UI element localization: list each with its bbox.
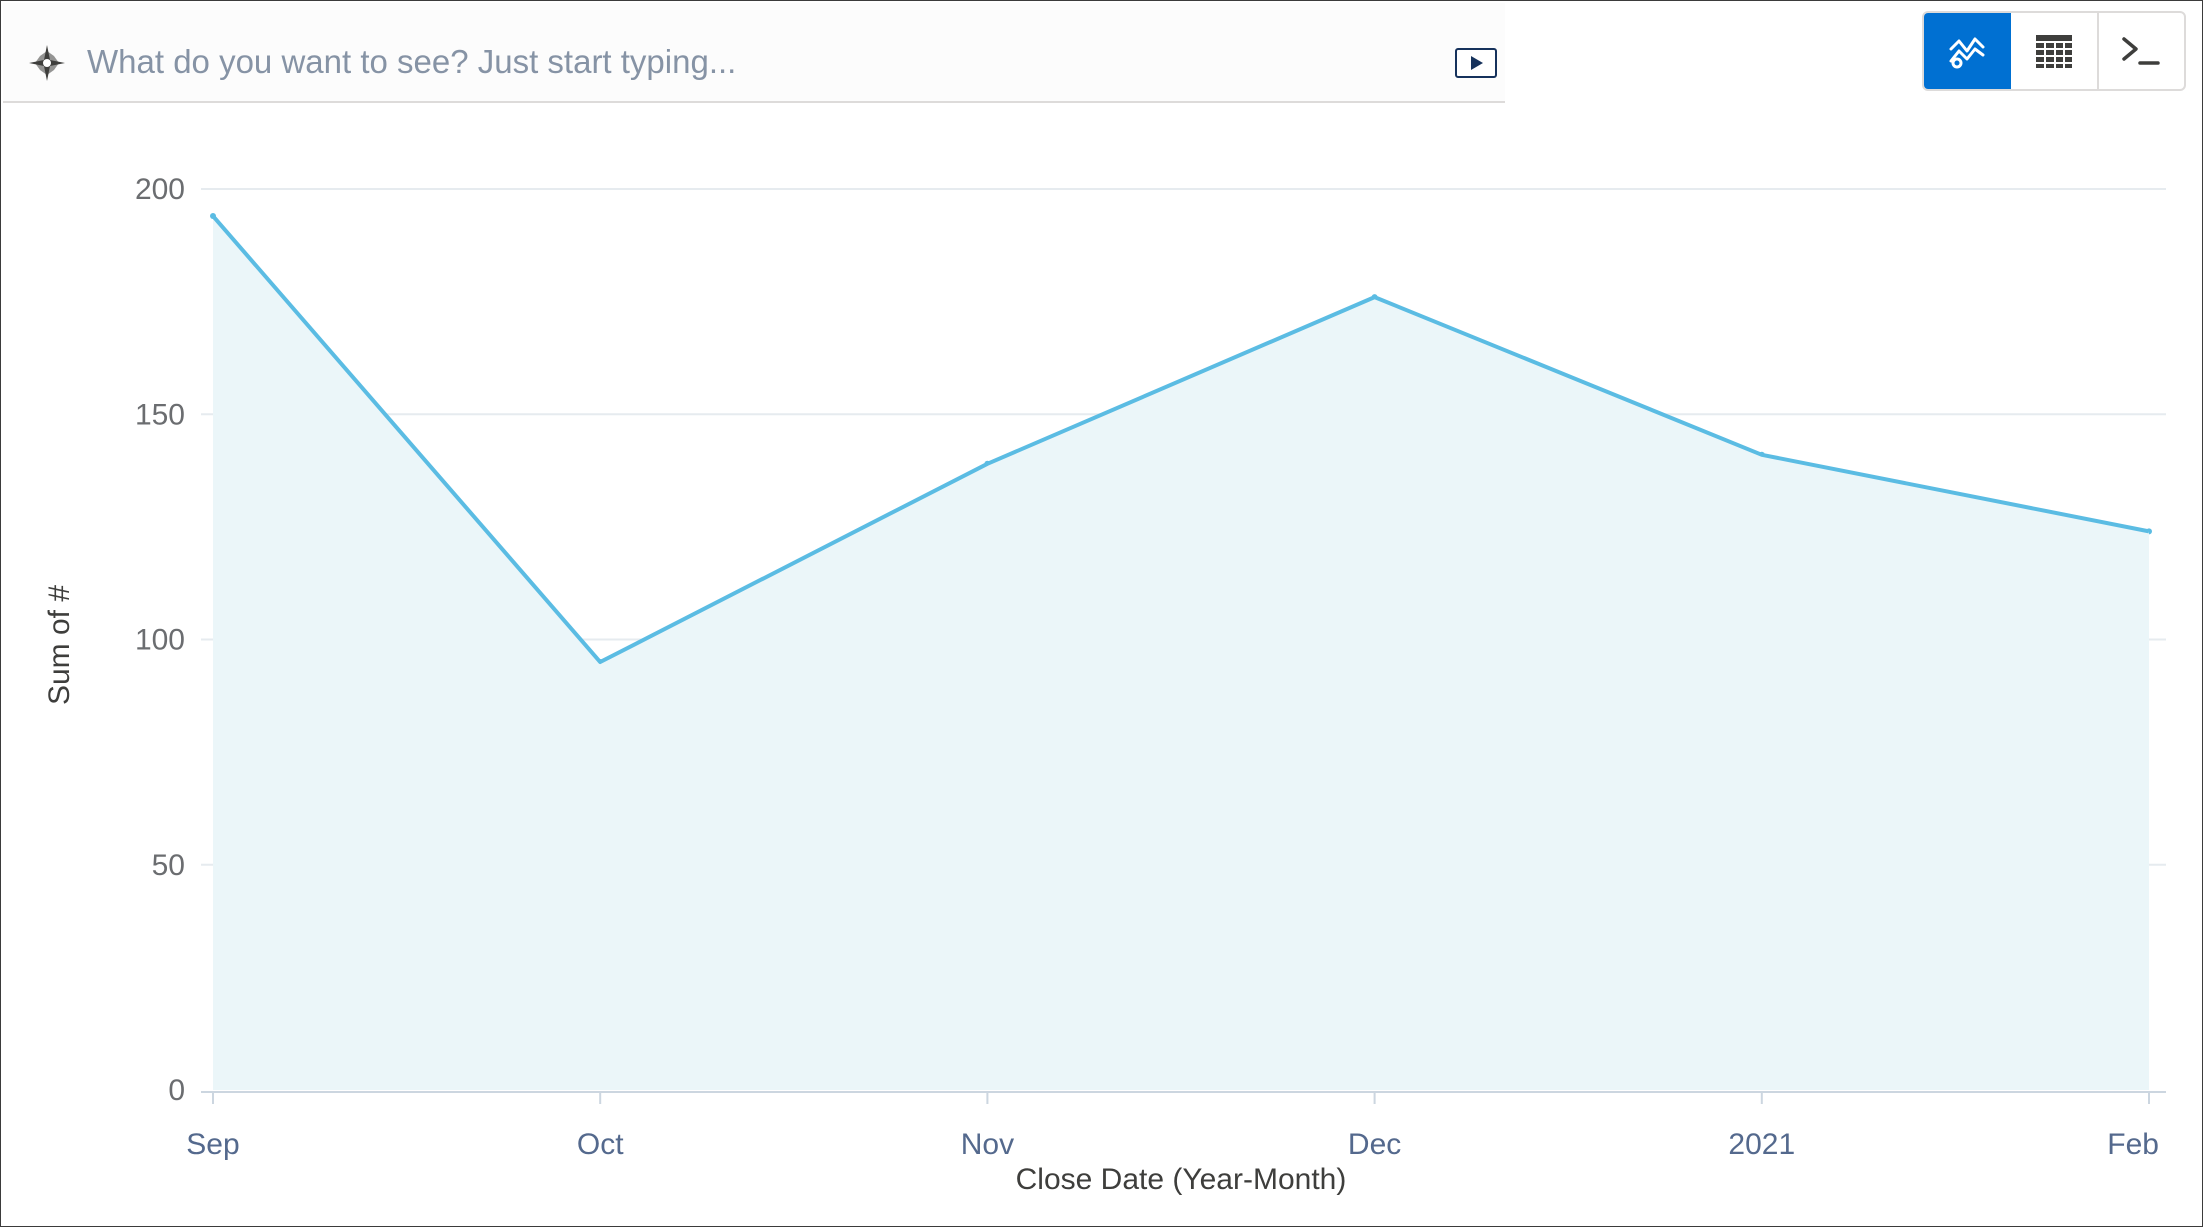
x-tick-label: Feb	[2107, 1128, 2159, 1161]
y-tick-label: 100	[135, 624, 185, 657]
x-tick-label: Sep	[186, 1128, 239, 1161]
console-icon	[2122, 37, 2161, 65]
sparkle-icon	[29, 45, 65, 81]
y-tick-label: 200	[135, 173, 185, 206]
series-line	[211, 214, 2150, 665]
search-bar	[3, 3, 1505, 103]
table-icon	[2035, 35, 2072, 68]
y-tick-label: 150	[135, 398, 185, 431]
chart-view-button[interactable]	[1924, 13, 2012, 89]
view-toggle	[1922, 11, 2186, 91]
y-axis: 0 50 100 150 200	[135, 173, 185, 1107]
table-view-button[interactable]	[2011, 13, 2099, 89]
x-tick-label: Nov	[961, 1128, 1014, 1161]
x-axis: Sep Oct Nov Dec 2021 Feb	[186, 1092, 2159, 1161]
y-tick-label: 50	[152, 849, 185, 882]
series-area	[213, 216, 2149, 1090]
query-editor-button[interactable]	[2099, 13, 2184, 89]
x-tick-label: 2021	[1728, 1128, 1795, 1161]
x-axis-title: Close Date (Year-Month)	[1016, 1163, 1347, 1196]
x-tick-label: Oct	[577, 1128, 624, 1161]
x-tick-label: Dec	[1348, 1128, 1401, 1161]
y-tick-label: 0	[168, 1074, 185, 1107]
y-axis-title: Sum of #	[43, 585, 76, 705]
search-input[interactable]	[87, 33, 1407, 91]
chart-icon	[1949, 37, 1985, 69]
run-query-button[interactable]	[1455, 48, 1497, 78]
